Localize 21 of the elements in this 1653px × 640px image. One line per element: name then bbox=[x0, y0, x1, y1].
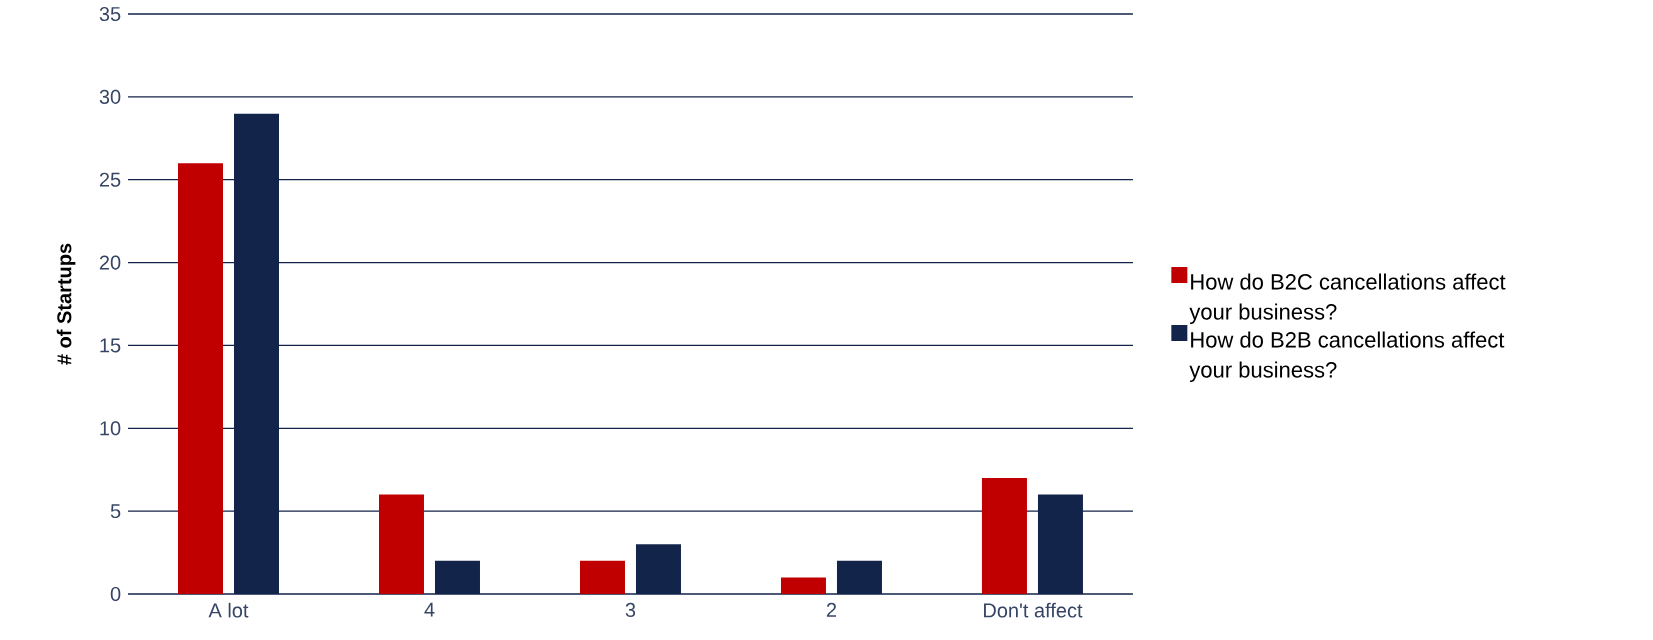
y-axis-title: # of Startups bbox=[56, 243, 76, 365]
legend-label: How do B2B cancellations affect your business? bbox=[1189, 331, 1505, 382]
y-tick-label: 0 bbox=[110, 586, 121, 602]
y-tick-label: 20 bbox=[99, 255, 121, 270]
x-tick-label: 2 bbox=[826, 602, 837, 617]
bar bbox=[579, 560, 625, 594]
y-tick-label: 30 bbox=[99, 89, 121, 104]
x-tick-label: Don't affect bbox=[984, 602, 1083, 618]
y-tick-label: 10 bbox=[100, 421, 121, 436]
x-tick-label: 3 bbox=[625, 602, 636, 618]
x-tick-label: A lot bbox=[208, 602, 249, 618]
y-tick-label: 35 bbox=[99, 6, 121, 22]
bar bbox=[178, 163, 223, 594]
legend-label: How do B2C cancellations affect your business? bbox=[1189, 273, 1506, 324]
bar bbox=[981, 478, 1027, 594]
x-tick-label: 4 bbox=[424, 602, 435, 617]
bar bbox=[378, 494, 424, 594]
y-tick-label: 25 bbox=[99, 172, 121, 187]
bar bbox=[780, 577, 826, 594]
y-tick-label: 5 bbox=[110, 504, 121, 519]
y-tick-label: 15 bbox=[100, 338, 121, 353]
